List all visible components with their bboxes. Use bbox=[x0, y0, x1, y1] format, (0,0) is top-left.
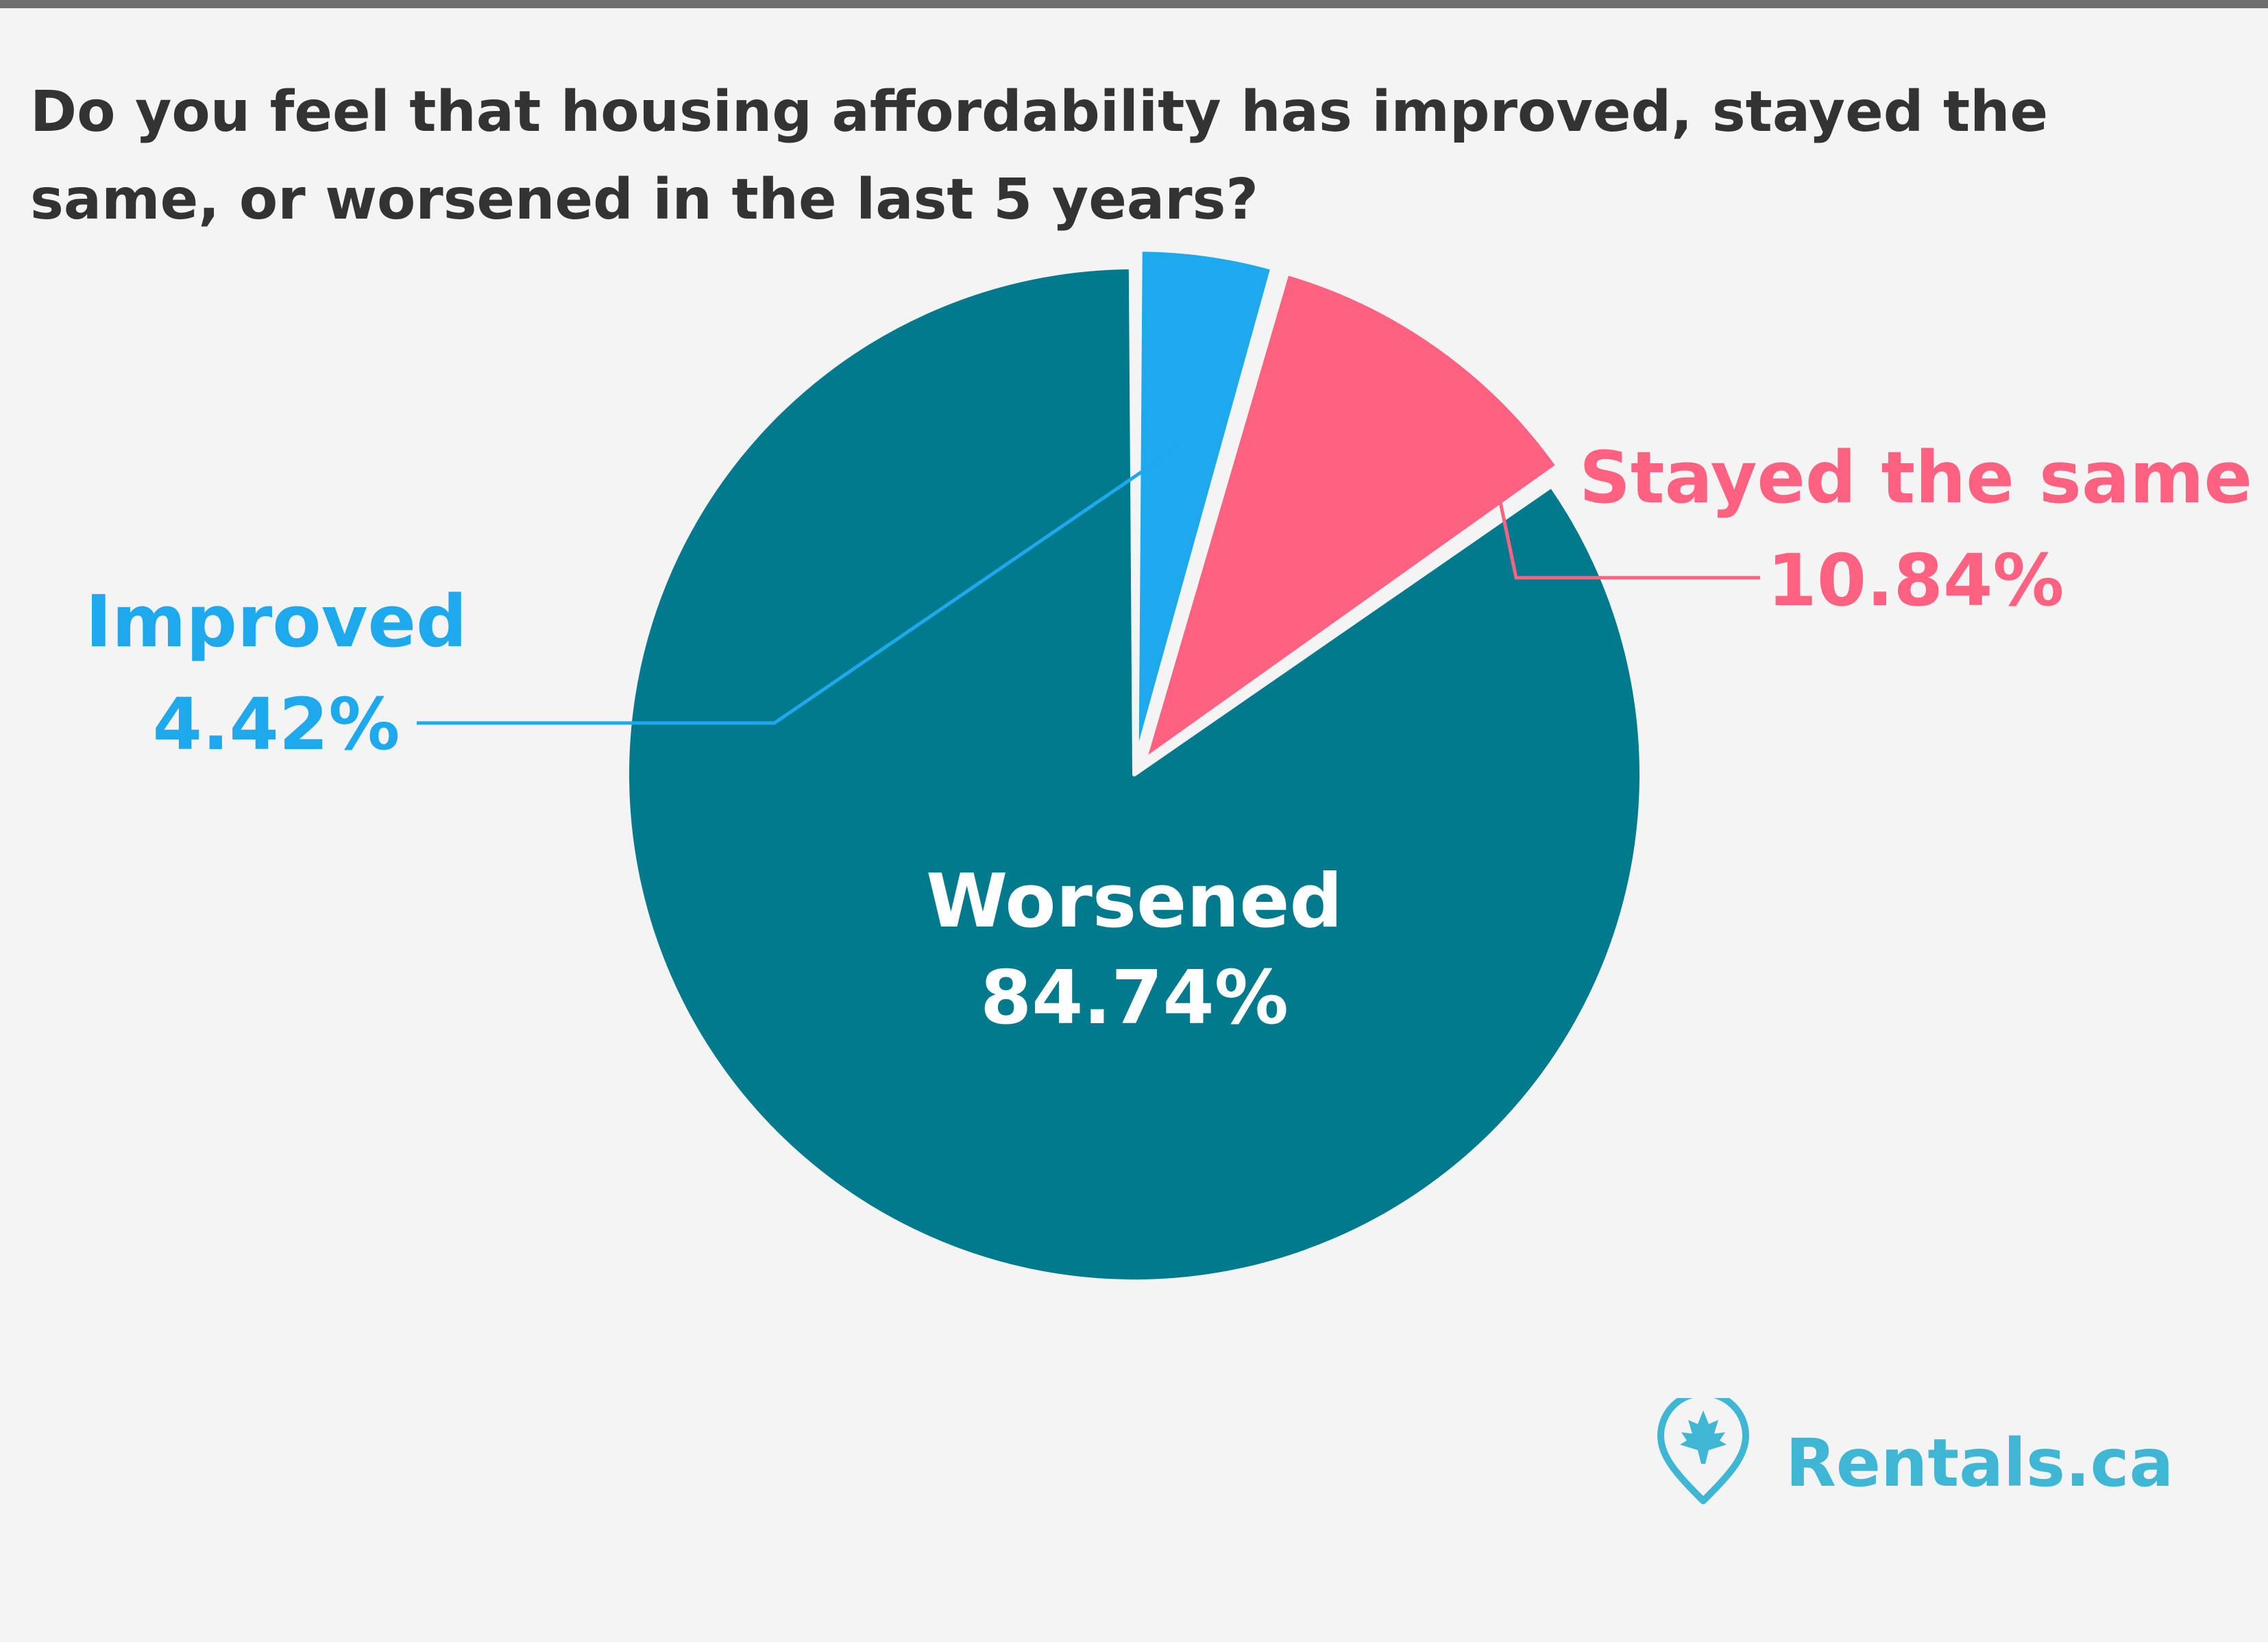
slice-labels: Improved 4.42% Stayed the same 10.84% Worsen… bbox=[85, 436, 2252, 1041]
maple-leaf-icon bbox=[1680, 1410, 1727, 1464]
chart-title: Do you feel that housing affordability h… bbox=[30, 79, 2049, 232]
leader-lines bbox=[417, 443, 1760, 725]
slice-name-improved: Improved bbox=[85, 580, 467, 663]
pie-slice-stayed-the-same bbox=[1143, 271, 1560, 762]
pie-slice-improved bbox=[1134, 247, 1275, 759]
slice-name-stayed-the-same: Stayed the same bbox=[1579, 436, 2252, 519]
brand-name: Rentals.ca bbox=[1785, 1425, 2174, 1502]
rentals-logo-icon bbox=[1657, 1398, 1749, 1504]
map-pin-icon bbox=[1657, 1398, 1749, 1504]
slice-value-worsened: 84.74% bbox=[980, 955, 1289, 1041]
leader-line-stayed-the-same bbox=[1486, 443, 1760, 580]
pie-slice-worsened bbox=[625, 265, 1644, 1284]
top-rule bbox=[0, 0, 2268, 8]
slice-name-worsened: Worsened bbox=[926, 859, 1343, 944]
pie-slices bbox=[625, 247, 1644, 1284]
slice-value-stayed-the-same: 10.84% bbox=[1767, 539, 2064, 622]
slice-value-improved: 4.42% bbox=[153, 683, 400, 766]
leader-line-improved bbox=[417, 443, 1182, 725]
